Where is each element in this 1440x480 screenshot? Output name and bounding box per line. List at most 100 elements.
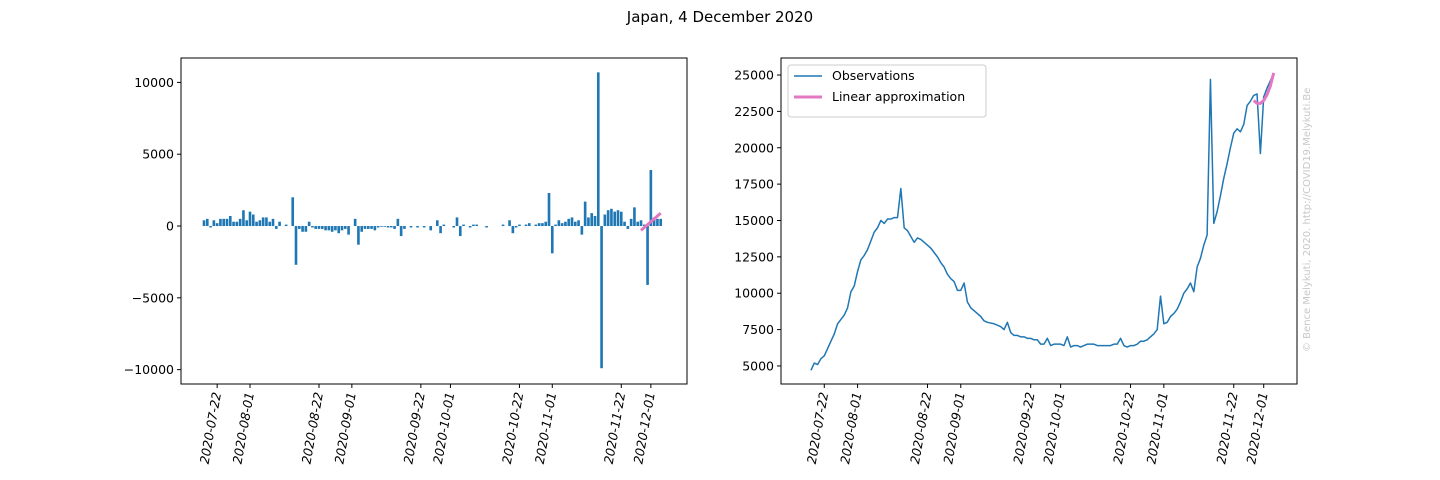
bar [248,211,252,227]
bar [393,226,396,229]
x-tick-label: 2020-09-01 [940,391,967,465]
bar [557,220,561,227]
bar [215,223,219,227]
y-tick-label: 25000 [734,68,774,83]
figure-title: Japan, 4 December 2020 [626,8,813,26]
x-tick-label: 2020-12-01 [1243,391,1270,465]
bar [485,226,488,228]
bar [330,226,334,232]
bar [238,218,242,227]
bar [570,217,574,227]
legend-box [787,64,987,118]
bar [593,215,597,227]
bar [639,220,643,227]
x-tick-label: 2020-10-01 [1040,391,1067,465]
fit-line [640,211,662,232]
bar [399,226,403,237]
bar [225,218,229,227]
x-tick-label: 2020-07-22 [804,391,831,465]
x-tick-label: 2020-11-22 [601,391,628,465]
bar [307,221,311,227]
bar [274,226,278,229]
bar [596,72,600,227]
bar [511,226,515,234]
bar [219,218,222,227]
bar [642,224,646,227]
bar [514,226,518,228]
y-tick-label: 10000 [134,75,174,90]
bar [619,211,623,227]
bar [327,226,331,231]
bar [235,221,239,227]
bar [422,226,426,228]
bar [343,226,347,229]
axes-frame [180,57,688,385]
bar [291,197,295,227]
bar [577,220,580,227]
bar [583,201,587,227]
bar [317,226,321,229]
bar [600,226,603,369]
axes-frame [780,57,1298,385]
bar [324,226,327,231]
bar [294,226,298,265]
bar [508,220,511,227]
bar [560,223,564,227]
series-line [810,73,1275,371]
x-tick-label: 2020-11-22 [1213,391,1240,465]
bar [564,221,567,227]
bar [429,226,433,231]
bar [629,218,633,227]
y-tick-label: 0 [166,219,174,234]
bar [501,224,505,227]
bar [255,221,258,227]
x-tick-label: 2020-08-01 [837,391,864,465]
bar [205,218,209,227]
bar [472,224,475,227]
axes: −10000 −5000 0 5000 10000 2020-07-22 2020-08-0… [124,57,688,465]
series-line [1252,72,1276,105]
bar [659,218,663,227]
bar [347,226,350,235]
bar [633,207,636,227]
bar [383,226,387,227]
bar [537,223,541,227]
bar [567,218,571,227]
bar [524,224,528,227]
bar [261,217,265,227]
bar [320,226,324,229]
bar [458,226,462,237]
bar [353,218,357,227]
bar [360,226,364,232]
bar [284,224,288,227]
bar [613,211,617,227]
bar [337,226,341,234]
bar [245,220,249,227]
bar [271,218,275,227]
x-tick-label: 2020-10-22 [499,391,526,465]
y-tick-label: 17500 [734,177,774,192]
y-tick-label: 15000 [734,213,774,228]
bar [314,226,318,229]
x-tick-label: 2020-08-01 [230,391,257,465]
y-tick-label: 5000 [142,147,174,162]
bar [544,221,548,227]
x-tick-label: 2020-08-22 [907,391,934,465]
bar [616,210,620,227]
y-tick-label: −10000 [124,362,174,377]
y-tick-label: 22500 [734,104,774,119]
bar [452,226,456,228]
bar [403,226,406,229]
bar [334,226,337,231]
bar [222,218,226,227]
y-tick-label: 5000 [742,358,774,373]
bar [311,226,314,228]
bar [610,208,613,227]
bar [435,220,439,227]
bar [297,226,301,229]
x-tick-label: 2020-12-01 [630,391,657,465]
x-tick-label: 2020-09-01 [331,391,358,465]
x-tick-label: 2020-11-01 [1143,391,1170,465]
bar [416,226,419,228]
